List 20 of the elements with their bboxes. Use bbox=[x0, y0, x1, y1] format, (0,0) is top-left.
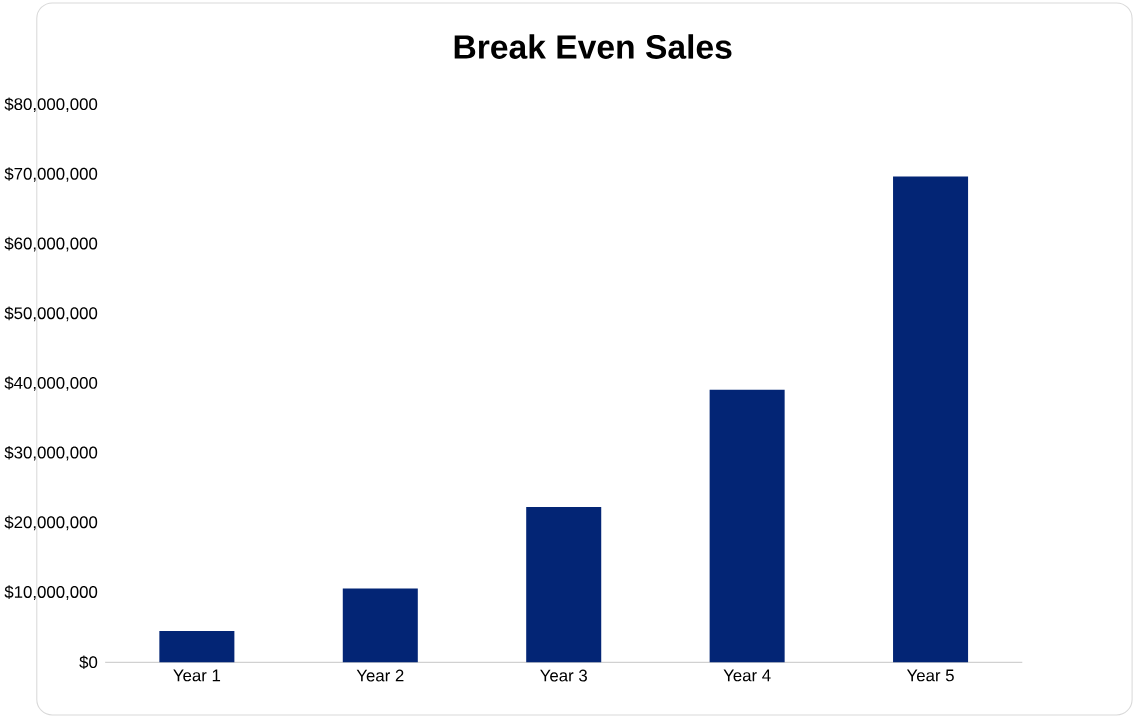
y-tick-label: $70,000,000 bbox=[4, 167, 98, 182]
y-tick-label: $80,000,000 bbox=[4, 97, 98, 113]
x-tick-label: Year 4 bbox=[723, 669, 771, 682]
y-tick-label: $50,000,000 bbox=[4, 306, 98, 322]
x-tick-label: Year 2 bbox=[356, 669, 404, 682]
bar bbox=[342, 588, 418, 663]
y-tick-label: $20,000,000 bbox=[4, 515, 98, 531]
y-tick-label: $10,000,000 bbox=[4, 585, 98, 600]
bar bbox=[709, 389, 785, 663]
bar bbox=[893, 176, 969, 663]
y-tick-label: $0 bbox=[79, 655, 98, 670]
y-tick-label: $40,000,000 bbox=[4, 376, 98, 391]
bar bbox=[159, 630, 235, 663]
bar bbox=[526, 506, 602, 663]
x-tick-label: Year 1 bbox=[173, 669, 221, 682]
y-tick-label: $30,000,000 bbox=[4, 445, 98, 461]
x-tick-label: Year 5 bbox=[906, 669, 954, 682]
chart-title: Break Even Sales bbox=[454, 34, 732, 59]
y-tick-label: $60,000,000 bbox=[4, 236, 98, 252]
x-tick-label: Year 3 bbox=[540, 669, 587, 682]
